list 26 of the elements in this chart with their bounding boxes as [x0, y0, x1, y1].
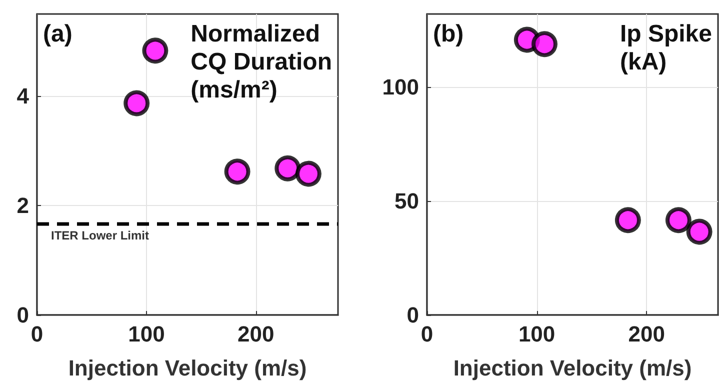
point — [295, 160, 322, 187]
text: Normalized CQ Duration (ms/m²) — [190, 20, 332, 104]
x-tick-label: 100 — [128, 322, 165, 346]
point — [614, 207, 641, 234]
x-tick-label: 100 — [518, 322, 556, 346]
annotation: (a) — [43, 20, 72, 48]
annotation: (b) — [433, 20, 464, 48]
ref-line-label: ITER Lower Limit — [51, 228, 150, 243]
point — [532, 31, 558, 58]
point — [142, 38, 168, 64]
point — [686, 218, 712, 245]
y-tick-label: 4 — [16, 84, 30, 109]
point — [224, 158, 250, 185]
point — [274, 155, 301, 182]
point — [124, 90, 150, 116]
y-tick-label: 0 — [16, 302, 29, 328]
text: Ip Spike (kA) — [620, 20, 712, 76]
x-axis-title: Injection Velocity (m/s) — [453, 356, 692, 380]
point — [665, 207, 692, 234]
y-tick-label: 100 — [382, 74, 419, 100]
x-tick-label: 200 — [628, 322, 665, 346]
x-axis-title: Injection Velocity (m/s) — [68, 356, 307, 380]
y-tick-label: 50 — [394, 188, 419, 214]
x-tick-label: 200 — [238, 322, 274, 346]
y-tick-label: 2 — [16, 193, 29, 218]
y-tick-label: 0 — [406, 302, 419, 328]
